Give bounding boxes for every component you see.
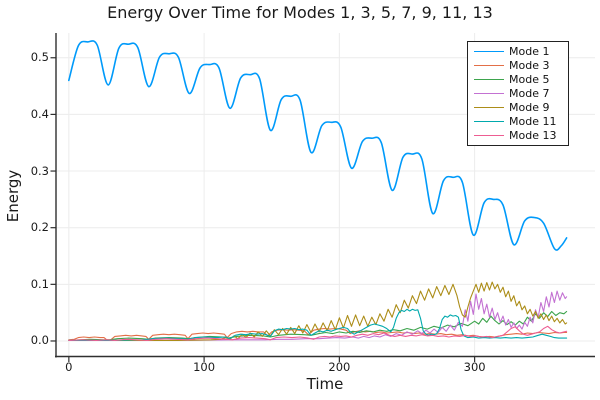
legend-line-swatch	[474, 107, 504, 108]
legend-entry: Mode 3	[468, 59, 568, 73]
y-tick-label: 0.0	[30, 333, 49, 348]
legend-entry: Mode 11	[468, 114, 568, 128]
legend-line-swatch	[474, 120, 504, 122]
chart-title: Energy Over Time for Modes 1, 3, 5, 7, 9…	[107, 3, 493, 22]
series-line-mode-7	[68, 290, 568, 341]
x-tick-label: 0	[65, 360, 73, 374]
y-tick-label: 0.4	[30, 106, 49, 121]
legend-label: Mode 7	[509, 87, 550, 101]
x-axis-label: Time	[306, 375, 344, 393]
series-line-mode-5	[68, 310, 568, 341]
legend-label: Mode 3	[509, 59, 550, 73]
series-line-mode-11	[68, 308, 568, 341]
legend-entry: Mode 7	[468, 87, 568, 101]
legend-label: Mode 11	[509, 114, 557, 128]
x-tick-label: 100	[193, 360, 216, 374]
series-line-mode-1	[68, 40, 568, 251]
legend-label: Mode 13	[509, 128, 557, 142]
legend-label: Mode 5	[509, 73, 550, 87]
x-tick-label: 300	[463, 360, 486, 374]
legend-line-swatch	[474, 79, 504, 81]
legend-entry: Mode 1	[468, 45, 568, 59]
legend-label: Mode 9	[509, 101, 550, 114]
series-line-mode-13	[68, 325, 568, 341]
legend-line-swatch	[474, 51, 504, 53]
legend-entry: Mode 5	[468, 73, 568, 87]
legend-line-swatch	[474, 134, 504, 136]
legend-line-swatch	[474, 93, 504, 95]
x-tick-label: 200	[328, 360, 351, 374]
y-tick-label: 0.1	[30, 276, 49, 291]
legend-entry: Mode 9	[468, 101, 568, 115]
legend-label: Mode 1	[509, 45, 550, 59]
y-tick-label: 0.3	[30, 163, 49, 178]
y-tick-label: 0.2	[30, 220, 49, 235]
legend-line-swatch	[474, 65, 504, 67]
y-tick-label: 0.5	[30, 50, 49, 65]
legend-box: Mode 1 Mode 3 Mode 5 Mode 7 Mode 9 Mode 11 Mod…	[467, 41, 569, 147]
legend-entry: Mode 13	[468, 128, 568, 142]
